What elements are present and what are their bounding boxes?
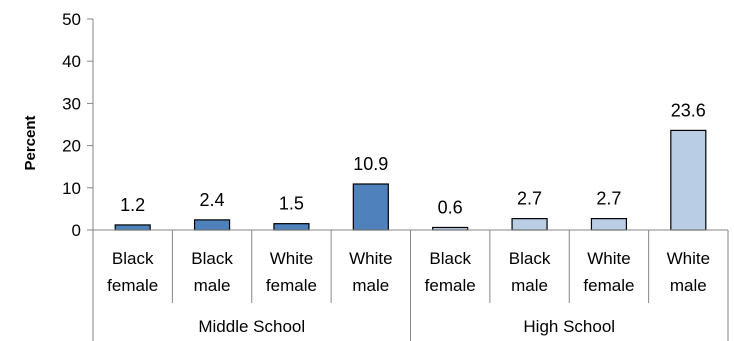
data-label: 0.6	[438, 197, 463, 217]
x-category-label-line2: female	[583, 276, 634, 295]
x-group-label: Middle School	[198, 317, 305, 336]
bar	[114, 224, 151, 231]
y-tick-label: 0	[72, 221, 81, 240]
data-label: 10.9	[353, 154, 388, 174]
y-tick-label: 20	[62, 137, 81, 156]
x-category-label-line2: female	[266, 276, 317, 295]
data-label: 23.6	[671, 100, 706, 120]
x-category-label-line1: White	[349, 249, 392, 268]
y-axis-label: Percent	[22, 115, 39, 170]
x-category-label-line1: Black	[429, 249, 471, 268]
bar	[670, 129, 707, 231]
x-category-label-line1: White	[587, 249, 630, 268]
data-label: 2.7	[517, 189, 542, 209]
bars: 1.2 2.4 1.5 10.9 0.6 2.7 2.7 23.6	[114, 100, 707, 231]
y-tick-label: 40	[62, 52, 81, 71]
y-tick-label: 50	[62, 10, 81, 29]
x-category-label-line2: female	[107, 276, 158, 295]
y-tick-label: 10	[62, 179, 81, 198]
data-label: 2.7	[596, 189, 621, 209]
x-category-label-line1: Black	[191, 249, 233, 268]
x-category-label-line2: male	[352, 276, 389, 295]
bar	[511, 218, 548, 231]
x-category-label-line2: male	[194, 276, 231, 295]
x-category-label-line2: male	[670, 276, 707, 295]
x-category-label-line2: female	[425, 276, 476, 295]
x-category-label-line1: Black	[112, 249, 154, 268]
bar	[193, 219, 231, 231]
data-label: 1.2	[120, 195, 145, 215]
x-category-label-line1: Black	[509, 249, 551, 268]
x-category-label-line1: White	[667, 249, 710, 268]
data-label: 2.4	[200, 190, 225, 210]
data-label: 1.5	[279, 194, 304, 214]
x-axis: Black female Black male White female White male…	[92, 229, 729, 341]
x-category-label-line1: White	[270, 249, 313, 268]
x-category-label-line2: male	[511, 276, 548, 295]
bar	[590, 218, 628, 231]
bar	[352, 183, 389, 231]
y-axis: 0 10 20 30 40 50	[62, 10, 94, 240]
y-tick-label: 30	[62, 94, 81, 113]
bar	[273, 223, 310, 231]
x-group-label: High School	[523, 317, 615, 336]
